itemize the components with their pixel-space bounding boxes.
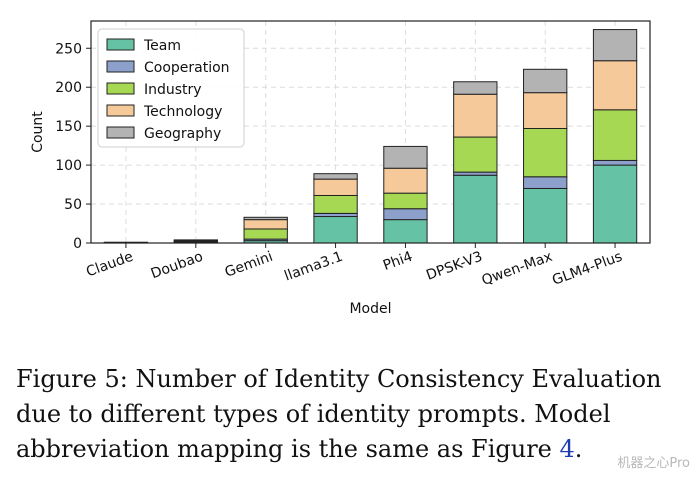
bars	[103, 29, 638, 244]
y-tick-label: 200	[55, 80, 82, 96]
bar-glm4-plus-industry	[592, 109, 638, 161]
bar-glm4-plus-cooperation	[592, 159, 638, 166]
bar-glm4-plus-geography	[592, 29, 638, 62]
caption-end: .	[574, 435, 583, 463]
legend-swatch	[106, 104, 135, 117]
legend-swatch	[106, 60, 135, 73]
caption-text: Figure 5: Number of Identity Consistency…	[16, 365, 662, 463]
x-tick-label: DPSK-V3	[424, 249, 484, 284]
bar-qwen-max-cooperation	[523, 176, 568, 189]
bar-qwen-max-team	[523, 187, 568, 244]
bar-qwen-max-geography	[523, 68, 568, 94]
bar-phi4-team	[383, 219, 428, 244]
legend-box	[97, 28, 245, 148]
bar-gemini-technology	[243, 219, 288, 230]
bar-phi4-cooperation	[383, 208, 428, 221]
bar-phi4-geography	[383, 145, 428, 169]
y-tick-label: 50	[64, 197, 82, 213]
legend: Team Cooperation Industry Technology Geograp…	[97, 28, 245, 148]
x-tick-label: Claude	[84, 249, 135, 281]
bar-glm4-plus-technology	[592, 60, 638, 111]
y-tick-label: 0	[73, 236, 82, 252]
legend-label: Team	[143, 38, 181, 54]
bar-dpsk-v3-industry	[453, 136, 498, 173]
bar-qwen-max-technology	[523, 92, 568, 129]
x-tick-label: llama3.1	[282, 249, 345, 285]
figure-caption: Figure 5: Number of Identity Consistency…	[16, 362, 684, 467]
legend-label: Technology	[143, 104, 222, 120]
y-tick-label: 100	[55, 158, 82, 174]
x-tick-label: Qwen-Max	[480, 249, 555, 289]
legend-swatch	[106, 82, 135, 95]
bar-phi4-technology	[383, 167, 428, 194]
bar-gemini-industry	[243, 228, 288, 240]
bar-llama3-1-industry	[313, 194, 358, 214]
x-axis-ticks: Claude Doubao Gemini llama3.1 Phi4 DPSK-V3Qwe…	[84, 243, 624, 289]
bar-gemini-geography	[243, 216, 288, 221]
y-axis-label: Count	[30, 111, 46, 153]
bar-phi4-industry	[383, 192, 428, 210]
x-axis-label: Model	[349, 301, 391, 317]
legend-swatch	[106, 126, 135, 139]
legend-label: Geography	[144, 126, 221, 142]
x-tick-label: Gemini	[223, 249, 275, 281]
y-tick-label: 150	[55, 119, 82, 135]
y-tick-label: 250	[55, 41, 82, 57]
bar-dpsk-v3-geography	[453, 81, 498, 95]
bar-qwen-max-industry	[523, 127, 568, 178]
legend-label: Industry	[144, 82, 202, 98]
bar-llama3-1-geography	[313, 173, 358, 180]
y-axis-ticks: 0 50 100 150 200 250	[55, 41, 91, 252]
x-tick-label: Phi4	[381, 249, 415, 274]
legend-swatch	[106, 38, 135, 51]
x-tick-label: Doubao	[149, 249, 205, 283]
legend-label: Cooperation	[144, 60, 230, 76]
plot-frame	[90, 20, 651, 244]
bar-llama3-1-team	[313, 216, 358, 244]
bar-llama3-1-technology	[313, 178, 358, 196]
bar-glm4-plus-team	[592, 164, 638, 244]
figure-reference-link[interactable]: 4	[559, 435, 575, 463]
watermark: 机器之心Pro	[617, 456, 690, 471]
bar-doubao-geography	[173, 239, 218, 242]
bar-dpsk-v3-team	[453, 174, 498, 244]
x-tick-label: GLM4-Plus	[550, 249, 624, 289]
bar-dpsk-v3-technology	[453, 93, 498, 138]
stacked-bar-chart: 0 50 100 150 200 250 Claude Doubao Gemini llama3…	[30, 20, 651, 317]
